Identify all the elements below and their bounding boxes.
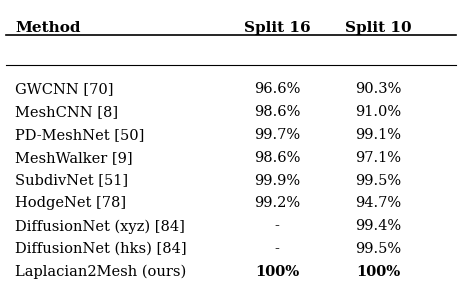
Text: 98.6%: 98.6%	[254, 151, 300, 165]
Text: MeshCNN [8]: MeshCNN [8]	[15, 105, 118, 119]
Text: 91.0%: 91.0%	[355, 105, 401, 119]
Text: 99.7%: 99.7%	[254, 128, 300, 142]
Text: 99.4%: 99.4%	[355, 219, 401, 233]
Text: 100%: 100%	[255, 265, 299, 279]
Text: Method: Method	[15, 21, 81, 35]
Text: Split 10: Split 10	[345, 21, 411, 35]
Text: HodgeNet [78]: HodgeNet [78]	[15, 197, 126, 210]
Text: 99.5%: 99.5%	[355, 174, 401, 188]
Text: 99.2%: 99.2%	[254, 197, 300, 210]
Text: 90.3%: 90.3%	[355, 82, 401, 96]
Text: GWCNN [70]: GWCNN [70]	[15, 82, 114, 96]
Text: DiffusionNet (xyz) [84]: DiffusionNet (xyz) [84]	[15, 219, 185, 234]
Text: MeshWalker [9]: MeshWalker [9]	[15, 151, 133, 165]
Text: -: -	[274, 242, 280, 256]
Text: Split 16: Split 16	[243, 21, 310, 35]
Text: DiffusionNet (hks) [84]: DiffusionNet (hks) [84]	[15, 242, 187, 256]
Text: 100%: 100%	[356, 265, 400, 279]
Text: SubdivNet [51]: SubdivNet [51]	[15, 174, 128, 188]
Text: 99.5%: 99.5%	[355, 242, 401, 256]
Text: -: -	[274, 219, 280, 233]
Text: 99.1%: 99.1%	[355, 128, 401, 142]
Text: 98.6%: 98.6%	[254, 105, 300, 119]
Text: 96.6%: 96.6%	[254, 82, 300, 96]
Text: 97.1%: 97.1%	[355, 151, 401, 165]
Text: PD-MeshNet [50]: PD-MeshNet [50]	[15, 128, 145, 142]
Text: 94.7%: 94.7%	[355, 197, 401, 210]
Text: 99.9%: 99.9%	[254, 174, 300, 188]
Text: Laplacian2Mesh (ours): Laplacian2Mesh (ours)	[15, 265, 186, 279]
